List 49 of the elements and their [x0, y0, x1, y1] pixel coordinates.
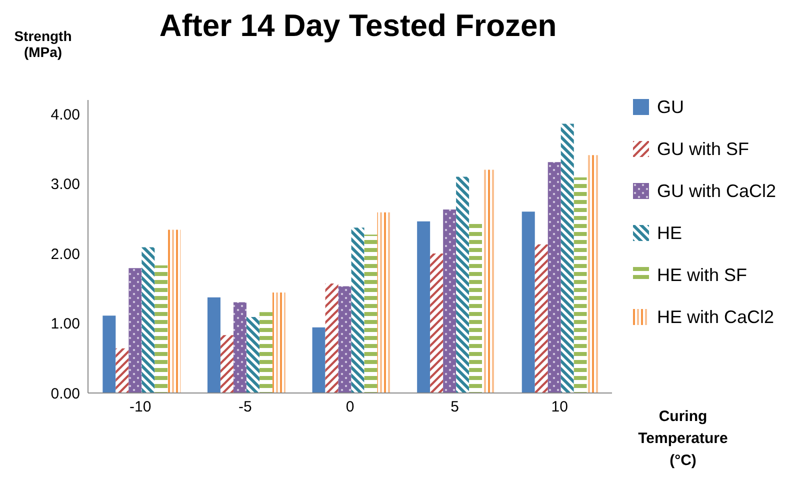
- bar: [560, 124, 574, 393]
- legend-label: GU with CaCl2: [657, 180, 776, 202]
- bar: [259, 312, 272, 393]
- bar: [456, 176, 470, 393]
- bar: [272, 292, 286, 393]
- legend-label: HE: [657, 222, 682, 244]
- bar: [168, 230, 181, 393]
- legend-label: GU with SF: [657, 138, 750, 160]
- bar: [482, 170, 496, 393]
- x-tick-label: 5: [450, 398, 459, 416]
- bar: [128, 268, 142, 393]
- bar: [377, 212, 390, 393]
- bar: [574, 177, 587, 393]
- bar: [207, 297, 220, 393]
- x-tick-label: -10: [130, 398, 152, 416]
- legend-label: HE with CaCl2: [657, 306, 774, 328]
- y-tick-label: 1.00: [50, 316, 80, 333]
- bar: [534, 244, 548, 393]
- bar: [430, 253, 444, 393]
- bar: [220, 335, 234, 393]
- bar: [443, 210, 456, 393]
- bar: [469, 221, 482, 393]
- bar: [548, 162, 561, 393]
- bar: [522, 212, 535, 393]
- bar: [417, 221, 430, 393]
- bar: [233, 302, 246, 393]
- bar: [142, 247, 155, 393]
- chart-title: After 14 Day Tested Frozen: [158, 8, 558, 44]
- bar: [116, 348, 129, 393]
- y-tick-label: 2.00: [50, 246, 80, 263]
- x-tick-label: -5: [238, 398, 252, 416]
- bar: [246, 316, 260, 393]
- x-tick-label: 0: [346, 398, 354, 416]
- legend-label: HE with SF: [657, 264, 748, 286]
- y-tick-label: 0.00: [50, 385, 80, 402]
- bar: [351, 228, 364, 393]
- bar: [586, 155, 600, 393]
- bar: [154, 265, 168, 393]
- bar: [102, 316, 116, 393]
- bar: [325, 283, 338, 393]
- bar: [338, 286, 352, 393]
- y-tick-label: 3.00: [50, 176, 80, 194]
- y-axis-title: Strength (MPa): [13, 28, 73, 60]
- x-axis-title: Curing Temperature (°C): [637, 407, 729, 471]
- y-tick-label: 4.00: [50, 106, 80, 124]
- legend-label: GU: [657, 96, 684, 118]
- x-tick-label: 10: [551, 398, 568, 416]
- bar: [364, 234, 378, 393]
- bar: [312, 327, 326, 393]
